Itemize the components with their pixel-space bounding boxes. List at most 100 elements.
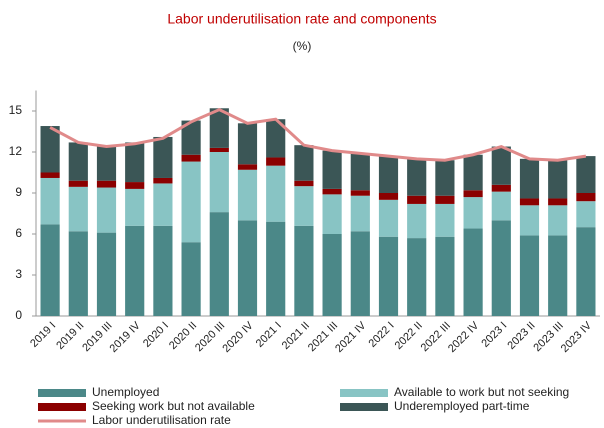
bar-segment — [153, 177, 173, 184]
bar-segment — [350, 231, 370, 316]
legend-label: Seeking work but not available — [92, 399, 255, 413]
bar-segment — [519, 198, 540, 206]
bar-segment — [237, 220, 258, 316]
bar-segment — [407, 158, 427, 196]
bar-segment — [350, 195, 370, 232]
bar-segment — [548, 198, 568, 206]
x-tick-label: 2023 IV — [559, 319, 595, 355]
bar-segment — [237, 169, 258, 221]
bar-segment — [350, 190, 370, 196]
bar-segment — [181, 242, 201, 316]
bar-segment — [435, 195, 455, 204]
bar-segment — [378, 236, 399, 316]
legend-swatch — [38, 389, 86, 397]
legend-swatch — [38, 403, 86, 411]
bar-segment — [322, 150, 342, 189]
bar-segment — [96, 180, 117, 188]
bar-segment — [68, 142, 88, 181]
bar-segment — [435, 236, 455, 316]
legend-swatch — [340, 403, 388, 411]
bar-segment — [209, 108, 229, 148]
bar-segment — [491, 220, 511, 316]
bar-segment — [181, 120, 201, 155]
bar-segment — [407, 203, 427, 239]
bar-segment — [237, 164, 258, 170]
y-tick-label: 15 — [9, 103, 23, 117]
bar-segment — [407, 238, 427, 316]
bar-segment — [463, 228, 483, 316]
bar-segment — [435, 203, 455, 237]
bar-segment — [40, 126, 60, 173]
bar-segment — [96, 187, 117, 233]
y-tick-label: 3 — [15, 267, 22, 281]
bar-segment — [294, 180, 314, 187]
bar-segment — [378, 199, 399, 237]
bar-segment — [181, 154, 201, 162]
bar-segment — [125, 225, 145, 316]
bar-segment — [96, 232, 117, 316]
bar-segment — [266, 165, 286, 222]
bar-segment — [435, 160, 455, 196]
bar-segment — [40, 177, 60, 225]
x-tick-label: 2022 IV — [446, 319, 482, 355]
bar-segment — [491, 191, 511, 221]
bar-segment — [294, 225, 314, 316]
chart-title: Labor underutilisation rate and componen… — [167, 11, 436, 27]
bar-segment — [237, 123, 258, 165]
bar-segment — [68, 186, 88, 232]
bar-segment — [322, 188, 342, 195]
y-tick-label: 9 — [15, 185, 22, 199]
bar-segment — [40, 172, 60, 178]
bar-segment — [153, 183, 173, 226]
bar-segment — [294, 145, 314, 181]
x-tick-label: 2019 I — [28, 320, 58, 350]
x-tick-label: 2022 I — [367, 320, 397, 350]
bar-segment — [125, 188, 145, 226]
x-tick-label: 2021 IV — [333, 319, 369, 355]
bar-segment — [322, 194, 342, 234]
bar-segment — [548, 160, 568, 199]
x-tick-label: 2021 I — [254, 320, 284, 350]
bar-segment — [209, 147, 229, 152]
bar-segment — [519, 158, 540, 199]
bar-segment — [266, 221, 286, 316]
bar-segment — [519, 235, 540, 316]
bar-segment — [491, 184, 511, 192]
legend-label: Underemployed part-time — [394, 399, 530, 413]
bar-segment — [209, 152, 229, 213]
bar-segment — [548, 205, 568, 236]
bar-segment — [463, 197, 483, 229]
chart-subtitle: (%) — [293, 39, 312, 53]
x-tick-label: 2023 I — [479, 320, 509, 350]
x-tick-label: 2019 IV — [108, 319, 144, 355]
legend-label: Labor underutilisation rate — [92, 413, 231, 427]
bar-segment — [491, 146, 511, 185]
bar-segment — [153, 225, 173, 316]
bar-segment — [463, 190, 483, 198]
line-series — [49, 107, 587, 162]
bar-segment — [266, 157, 286, 166]
bar-segment — [322, 234, 342, 316]
y-tick-label: 6 — [15, 226, 22, 240]
bar-segment — [576, 156, 596, 193]
y-tick-label: 12 — [9, 144, 23, 158]
bar-segment — [378, 156, 399, 193]
bar-segment — [548, 235, 568, 316]
x-tick-label: 2020 IV — [220, 319, 256, 355]
bar-segment — [576, 193, 596, 202]
bar-segment — [576, 201, 596, 228]
bar-segment — [181, 161, 201, 243]
legend-swatch — [340, 389, 388, 397]
bar-segment — [153, 136, 173, 178]
bar-segment — [68, 180, 88, 187]
bar-segment — [407, 195, 427, 204]
bar-segment — [96, 145, 117, 181]
bar-segment — [125, 142, 145, 183]
bar-segment — [266, 119, 286, 158]
bar-segment — [576, 227, 596, 316]
y-tick-label: 0 — [15, 308, 22, 322]
bar-segment — [378, 193, 399, 200]
legend-label: Unemployed — [92, 385, 159, 399]
bar-segment — [40, 224, 60, 316]
